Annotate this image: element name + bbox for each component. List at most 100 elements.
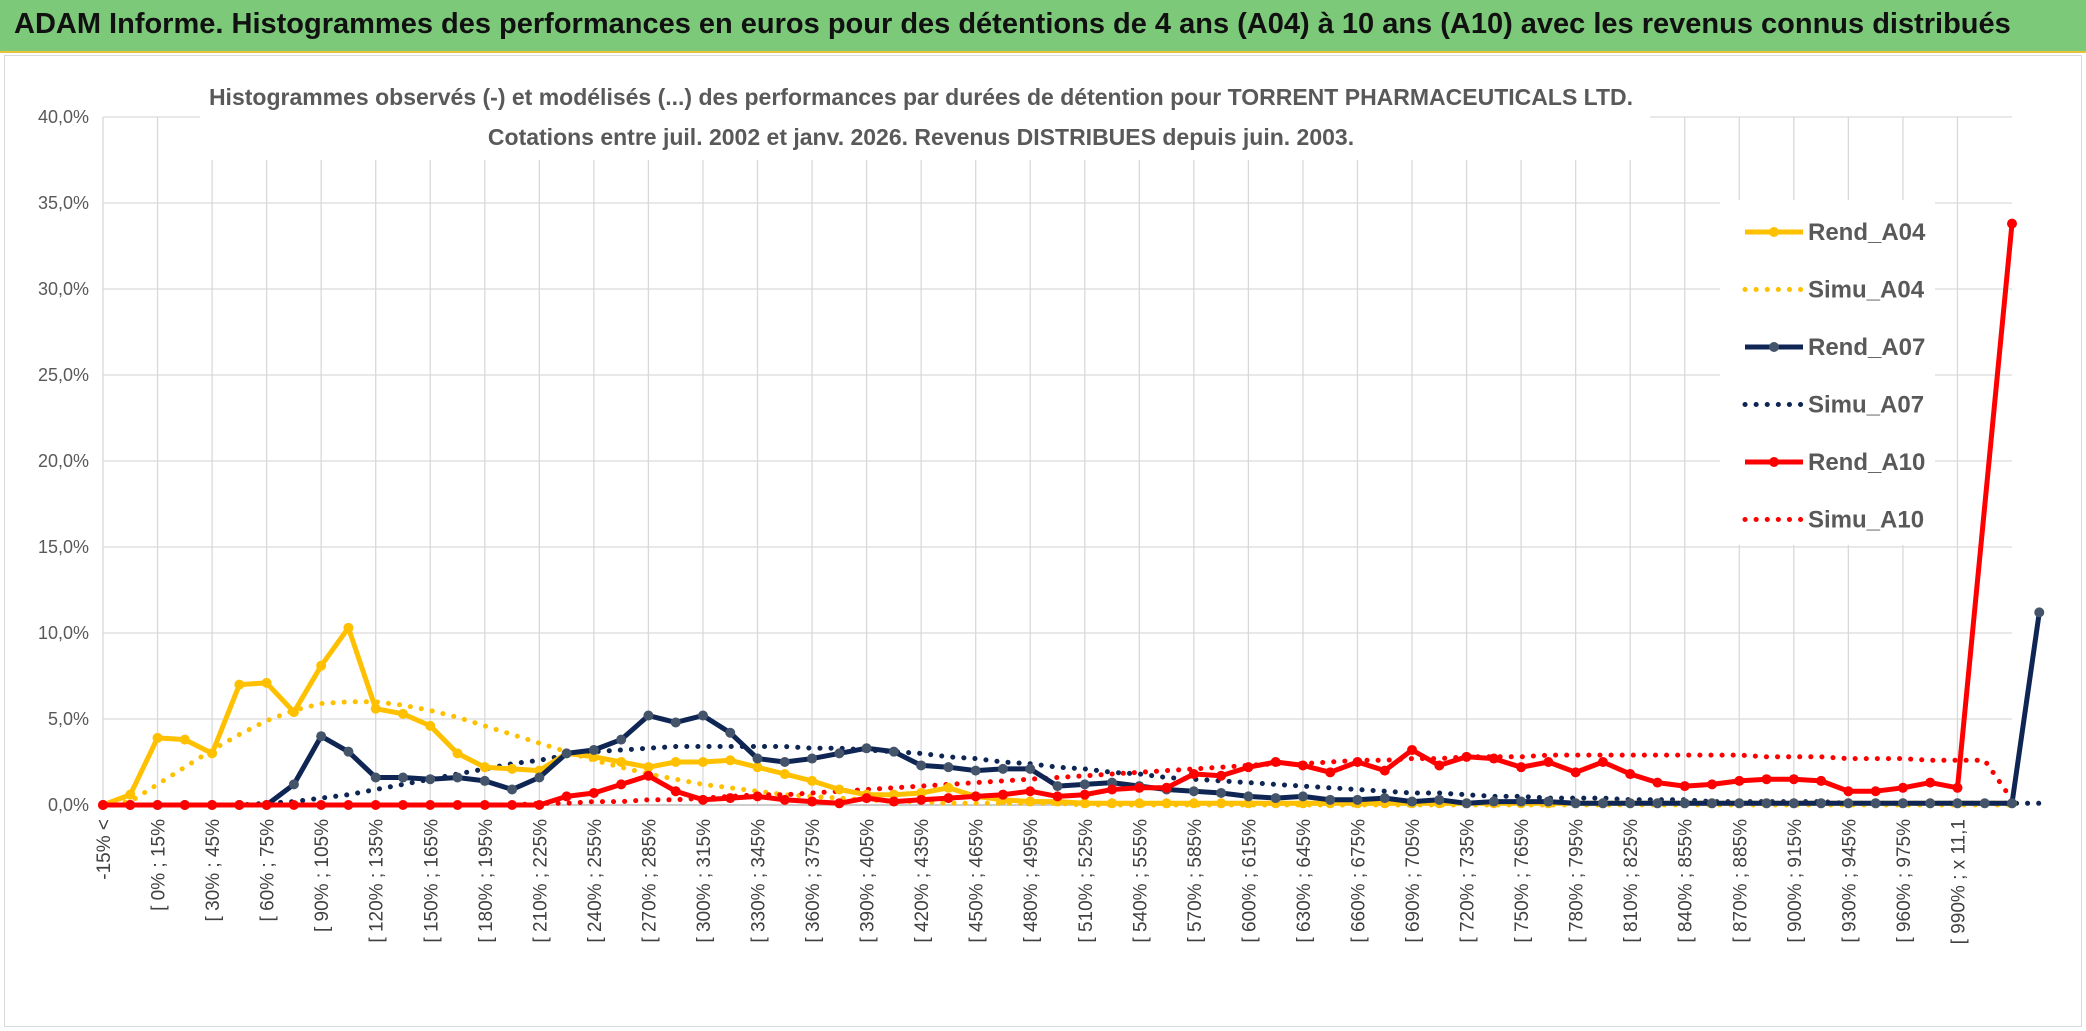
data-point-Rend_A10 — [1079, 789, 1090, 800]
data-point-Rend_A10 — [588, 787, 599, 798]
data-point-Rend_A04 — [888, 789, 899, 800]
data-point-Rend_A10 — [1597, 757, 1608, 767]
data-point-Rend_A10 — [1734, 775, 1745, 786]
chart-frame — [4, 55, 2082, 1027]
data-point-Rend_A10 — [534, 800, 545, 810]
legend-label: Rend_A10 — [1808, 449, 1925, 476]
data-point-Rend_A07 — [779, 757, 790, 767]
legend-item-Simu_A10: Simu_A10 — [1742, 507, 1924, 534]
data-point-Rend_A07 — [288, 779, 299, 790]
chart-series — [98, 218, 2045, 810]
data-point-Rend_A04 — [425, 720, 436, 731]
data-point-Rend_A07 — [1788, 798, 1799, 809]
data-point-Rend_A07 — [1488, 796, 1499, 807]
data-point-Rend_A07 — [1407, 796, 1418, 807]
data-point-Rend_A07 — [2007, 798, 2017, 809]
data-point-Rend_A10 — [1652, 777, 1663, 788]
series-Simu_A10 — [100, 752, 2015, 808]
x-tick-label: [ 870% ; 885% — [1730, 819, 1751, 943]
data-point-Rend_A10 — [1188, 769, 1199, 780]
data-point-Rend_A10 — [807, 796, 818, 807]
data-point-Rend_A10 — [207, 800, 218, 810]
data-point-Rend_A10 — [752, 791, 763, 802]
data-point-Rend_A07 — [1379, 793, 1390, 804]
data-point-Rend_A10 — [479, 800, 490, 810]
x-tick-label: [ 150% ; 165% — [421, 819, 442, 943]
x-tick-label: [ 900% ; 915% — [1785, 819, 1806, 943]
data-point-Rend_A07 — [1079, 779, 1090, 790]
data-point-Rend_A10 — [1761, 774, 1772, 785]
data-point-Rend_A10 — [370, 800, 381, 810]
data-point-Rend_A07 — [752, 753, 763, 764]
data-point-Rend_A10 — [1407, 744, 1418, 755]
data-point-Rend_A10 — [943, 793, 954, 804]
data-point-Rend_A10 — [861, 793, 872, 804]
data-point-Rend_A07 — [425, 774, 436, 785]
x-tick-label: [ 420% ; 435% — [912, 819, 933, 943]
data-point-Rend_A10 — [1625, 769, 1636, 780]
data-point-Rend_A07 — [916, 760, 927, 771]
data-point-Rend_A07 — [997, 763, 1008, 774]
data-point-Rend_A10 — [725, 793, 736, 804]
data-point-Rend_A04 — [207, 748, 218, 759]
data-point-Rend_A04 — [1243, 798, 1254, 809]
data-point-Rend_A04 — [507, 763, 518, 774]
x-tick-label: [ 330% ; 345% — [749, 819, 770, 943]
data-point-Rend_A10 — [2007, 218, 2017, 229]
legend-label: Simu_A10 — [1808, 507, 1924, 534]
x-axis-ticks: -15% < [ 0% ; 15% [ 30% ; 45% [ 60% ; 75% [ … — [94, 819, 1969, 944]
data-point-Rend_A07 — [1979, 798, 1990, 809]
data-point-Rend_A10 — [343, 800, 354, 810]
chart-legend: Rend_A04 Simu_A04 Rend_A07 Simu_A07 Rend_A10… — [1742, 219, 1926, 534]
x-tick-label: [ 450% ; 465% — [967, 819, 988, 943]
x-tick-label: [ 690% ; 705% — [1403, 819, 1424, 943]
series-Rend_A10 — [98, 218, 2017, 810]
x-tick-label: [ 300% ; 315% — [694, 819, 715, 943]
data-point-Rend_A07 — [1325, 794, 1336, 805]
data-point-Rend_A10 — [125, 800, 136, 810]
data-point-Rend_A04 — [725, 755, 736, 766]
data-point-Rend_A04 — [452, 748, 463, 759]
legend-marker — [1769, 227, 1779, 237]
data-point-Rend_A07 — [316, 731, 327, 742]
data-point-Rend_A07 — [2034, 607, 2045, 618]
series-line-Simu_A10 — [100, 752, 2015, 808]
legend-label: Rend_A07 — [1808, 334, 1925, 361]
data-point-Rend_A04 — [670, 757, 681, 767]
data-point-Rend_A04 — [1161, 798, 1172, 809]
legend-label: Simu_A07 — [1808, 392, 1924, 419]
data-point-Rend_A04 — [1297, 798, 1308, 809]
x-tick-label: [ 810% ; 825% — [1621, 819, 1642, 943]
data-point-Rend_A10 — [1379, 765, 1390, 776]
data-point-Rend_A07 — [343, 746, 354, 757]
data-point-Rend_A10 — [397, 800, 408, 810]
data-point-Rend_A10 — [1461, 751, 1472, 762]
data-point-Rend_A10 — [1052, 791, 1063, 802]
x-tick-label: [ 60% ; 75% — [258, 819, 279, 922]
data-point-Rend_A04 — [752, 762, 763, 773]
data-point-Rend_A07 — [643, 710, 654, 721]
data-point-Rend_A07 — [370, 772, 381, 783]
data-point-Rend_A10 — [1870, 786, 1881, 797]
data-point-Rend_A07 — [1707, 798, 1718, 809]
data-point-Rend_A10 — [779, 794, 790, 805]
data-point-Rend_A10 — [1216, 770, 1227, 781]
data-point-Rend_A10 — [425, 800, 436, 810]
data-point-Rend_A07 — [1897, 798, 1908, 809]
data-point-Rend_A07 — [861, 743, 872, 754]
data-point-Rend_A10 — [507, 800, 518, 810]
data-point-Rend_A10 — [98, 800, 108, 810]
data-point-Rend_A04 — [588, 751, 599, 762]
data-point-Rend_A04 — [1134, 798, 1145, 809]
chart-title-background — [200, 82, 1650, 160]
data-point-Rend_A10 — [970, 791, 981, 802]
data-point-Rend_A10 — [1897, 782, 1908, 793]
data-point-Rend_A04 — [916, 787, 927, 798]
data-point-Rend_A07 — [1107, 777, 1118, 788]
x-tick-label: [ 540% ; 555% — [1130, 819, 1151, 943]
data-point-Rend_A10 — [1025, 786, 1036, 797]
x-tick-label: [ 240% ; 255% — [585, 819, 606, 943]
data-point-Rend_A07 — [970, 765, 981, 776]
data-point-Rend_A07 — [1434, 794, 1445, 805]
